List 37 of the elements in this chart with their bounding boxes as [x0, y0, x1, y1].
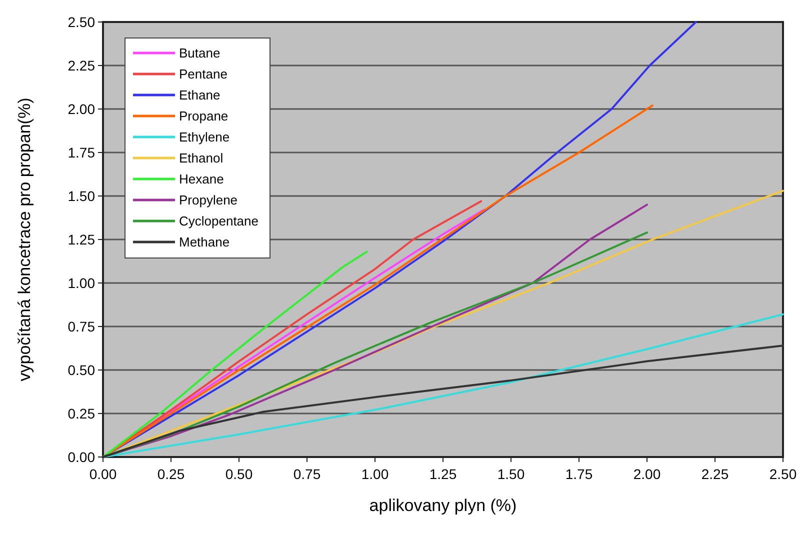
x-axis-title: aplikovany plyn (%) — [369, 496, 517, 515]
x-tick-label: 0.25 — [157, 466, 185, 482]
x-tick-label: 0.00 — [89, 466, 117, 482]
legend-label: Ethylene — [179, 130, 230, 145]
x-tick-label: 1.75 — [565, 466, 593, 482]
legend-label: Pentane — [179, 66, 228, 82]
y-tick-label: 0.50 — [68, 362, 96, 378]
x-tick-label: 0.75 — [293, 466, 321, 482]
legend-label: Cyclopentane — [179, 214, 258, 229]
legend-label: Methane — [179, 234, 230, 250]
y-tick-label: 0.25 — [68, 405, 96, 422]
x-tick-label: 0.50 — [225, 466, 253, 482]
y-tick-label: 2.50 — [68, 14, 96, 30]
legend-label: Ethanol — [179, 150, 224, 166]
line-series — [102, 313, 784, 458]
y-tick-label: 0.75 — [68, 318, 96, 334]
legend-label: Propane — [179, 108, 228, 124]
y-tick-label: 2.25 — [68, 57, 96, 74]
line-series — [102, 250, 368, 458]
y-tick-label: 1.50 — [68, 188, 96, 204]
legend-label: Ethane — [179, 88, 220, 103]
x-tick-label: 2.50 — [769, 466, 797, 482]
x-tick-label: 2.00 — [633, 466, 661, 482]
y-tick-label: 1.25 — [68, 231, 96, 248]
y-tick-label: 1.75 — [68, 144, 96, 160]
y-tick-label: 2.00 — [68, 100, 96, 117]
legend-label: Butane — [179, 46, 220, 61]
legend-label: Hexane — [179, 172, 224, 187]
x-tick-label: 2.25 — [701, 466, 729, 482]
y-tick-label: 1.00 — [68, 274, 96, 291]
y-tick-label: 0.00 — [68, 448, 96, 465]
x-tick-label: 1.00 — [361, 466, 389, 482]
x-tick-label: 1.50 — [497, 466, 525, 482]
line-series — [102, 344, 784, 458]
legend-label: Propylene — [179, 192, 238, 208]
y-axis-title: vypočítaná koncetrace pro propan(%) — [15, 98, 34, 382]
x-tick-label: 1.25 — [429, 466, 457, 482]
